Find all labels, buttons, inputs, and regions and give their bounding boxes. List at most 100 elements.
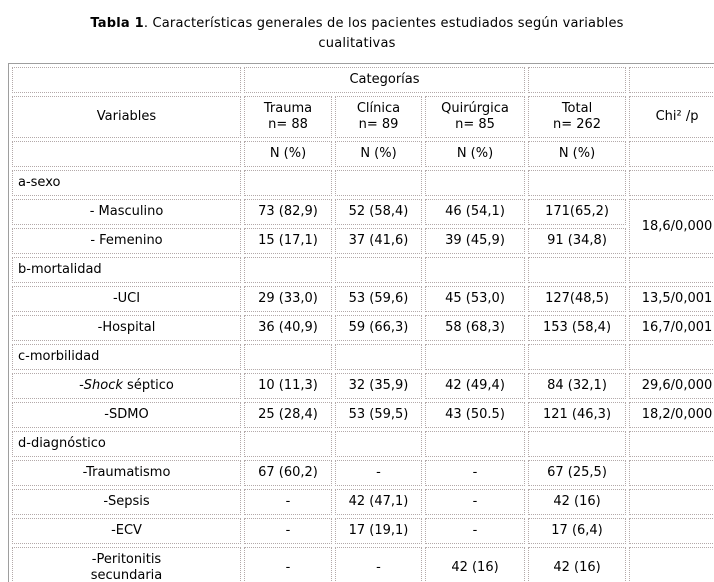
table-cell: 84 (32,1) — [528, 373, 627, 399]
table-cell: -ECV — [12, 518, 241, 544]
table-row: -ECV -17 (19,1) -17 (6,4) — [12, 518, 714, 544]
table-cell: 67 (60,2) — [244, 460, 332, 486]
header-categorias: Categorías — [244, 67, 526, 93]
table-cell — [629, 141, 714, 167]
table-cell: 53 (59,5) — [335, 402, 422, 428]
table-cell — [629, 170, 714, 196]
table-cell: - — [335, 547, 422, 582]
table-cell: -Shock séptico — [12, 373, 241, 399]
table-row: -Sepsis -42 (47,1) -42 (16) — [12, 489, 714, 515]
table-cell: 46 (54,1) — [425, 199, 526, 225]
table-cell: 18,2/0,000 — [629, 402, 714, 428]
table-row: -Traumatismo 67 (60,2) - -67 (25,5) — [12, 460, 714, 486]
table-cell: 29 (33,0) — [244, 286, 332, 312]
table-cell: 42 (16) — [528, 489, 627, 515]
table-row: -Peritonitis secundaria - -42 (16) 42 (16) — [12, 547, 714, 582]
table-cell: 42 (49,4) — [425, 373, 526, 399]
header-variables: Variables — [12, 96, 241, 138]
table-cell: N (%) — [528, 141, 627, 167]
table-cell: -Hospital — [12, 315, 241, 341]
table-cell: 67 (25,5) — [528, 460, 627, 486]
table-row: - Femenino 15 (17,1) 37 (41,6) 39 (45,9) 91 … — [12, 228, 714, 254]
table-row: b-mortalidad — [12, 257, 714, 283]
table-cell — [629, 344, 714, 370]
table-cell: -Peritonitis secundaria — [12, 547, 241, 582]
table-cell — [12, 141, 241, 167]
table-cell: -Traumatismo — [12, 460, 241, 486]
table-cell: 42 (16) — [425, 547, 526, 582]
table-cell: 16,7/0,001 — [629, 315, 714, 341]
table-cell — [335, 170, 422, 196]
table-cell — [335, 344, 422, 370]
section-morbilidad: c-morbilidad — [12, 344, 241, 370]
table-cell: 121 (46,3) — [528, 402, 627, 428]
table-cell — [629, 460, 714, 486]
table-cell: 36 (40,9) — [244, 315, 332, 341]
table-row: Categorías — [12, 67, 714, 93]
table-cell: 39 (45,9) — [425, 228, 526, 254]
table-cell — [528, 170, 627, 196]
table-cell — [244, 431, 332, 457]
table-cell — [629, 67, 714, 93]
table-cell: 127(48,5) — [528, 286, 627, 312]
table-cell: 43 (50.5) — [425, 402, 526, 428]
header-quirurgica: Quirúrgica n= 85 — [425, 96, 526, 138]
table-cell: 29,6/0,000 — [629, 373, 714, 399]
table-cell: - — [425, 460, 526, 486]
table-cell: 25 (28,4) — [244, 402, 332, 428]
table-cell — [335, 431, 422, 457]
table-cell: 171(65,2) — [528, 199, 627, 225]
table-cell — [244, 344, 332, 370]
header-total: Total n= 262 — [528, 96, 627, 138]
table-cell: 73 (82,9) — [244, 199, 332, 225]
table-cell — [528, 431, 627, 457]
table-cell: 153 (58,4) — [528, 315, 627, 341]
table-cell: 45 (53,0) — [425, 286, 526, 312]
table-cell — [629, 547, 714, 582]
table-cell: 52 (58,4) — [335, 199, 422, 225]
table-row: -SDMO 25 (28,4) 53 (59,5) 43 (50.5) 121 (46,… — [12, 402, 714, 428]
table-cell — [629, 489, 714, 515]
table-cell — [425, 170, 526, 196]
table-cell — [425, 344, 526, 370]
table-row: -Shock séptico 10 (11,3) 32 (35,9) 42 (49,4… — [12, 373, 714, 399]
table-cell — [425, 431, 526, 457]
table-cell: -SDMO — [12, 402, 241, 428]
table-title-text: . Características generales de los pacie… — [143, 16, 624, 31]
table-cell: 37 (41,6) — [335, 228, 422, 254]
table-row: c-morbilidad — [12, 344, 714, 370]
table-cell: 58 (68,3) — [425, 315, 526, 341]
section-diagnostico: d-diagnóstico — [12, 431, 241, 457]
table-cell: 91 (34,8) — [528, 228, 627, 254]
table-cell — [629, 257, 714, 283]
table-row: d-diagnóstico — [12, 431, 714, 457]
header-clinica: Clínica n= 89 — [335, 96, 422, 138]
table-row: a-sexo — [12, 170, 714, 196]
table-cell: - — [335, 460, 422, 486]
table-cell: N (%) — [244, 141, 332, 167]
table-cell — [528, 257, 627, 283]
table-cell: 59 (66,3) — [335, 315, 422, 341]
table-cell: -Sepsis — [12, 489, 241, 515]
table-cell — [629, 431, 714, 457]
table-cell — [629, 518, 714, 544]
header-chi: Chi² /p — [629, 96, 714, 138]
table-title: Tabla 1. Características generales de lo… — [8, 14, 706, 53]
table-cell — [244, 257, 332, 283]
table-cell: 17 (6,4) — [528, 518, 627, 544]
table-cell: - Masculino — [12, 199, 241, 225]
table-row: N (%) N (%) N (%) N (%) — [12, 141, 714, 167]
table-row: - Masculino 73 (82,9) 52 (58,4) 46 (54,1) 17… — [12, 199, 714, 254]
table-row: -UCI 29 (33,0) 53 (59,6) 45 (53,0) 127(48,5)… — [12, 286, 714, 312]
table-cell — [528, 67, 627, 93]
table-cell: - — [244, 489, 332, 515]
table-cell: 53 (59,6) — [335, 286, 422, 312]
table-title-number: Tabla 1 — [90, 16, 144, 31]
table-cell: - Femenino — [12, 228, 241, 254]
table-cell — [425, 257, 526, 283]
table-cell — [528, 344, 627, 370]
table-cell: -UCI — [12, 286, 241, 312]
section-mortalidad: b-mortalidad — [12, 257, 241, 283]
table-row: -Hospital 36 (40,9) 59 (66,3) 58 (68,3) 153 … — [12, 315, 714, 341]
